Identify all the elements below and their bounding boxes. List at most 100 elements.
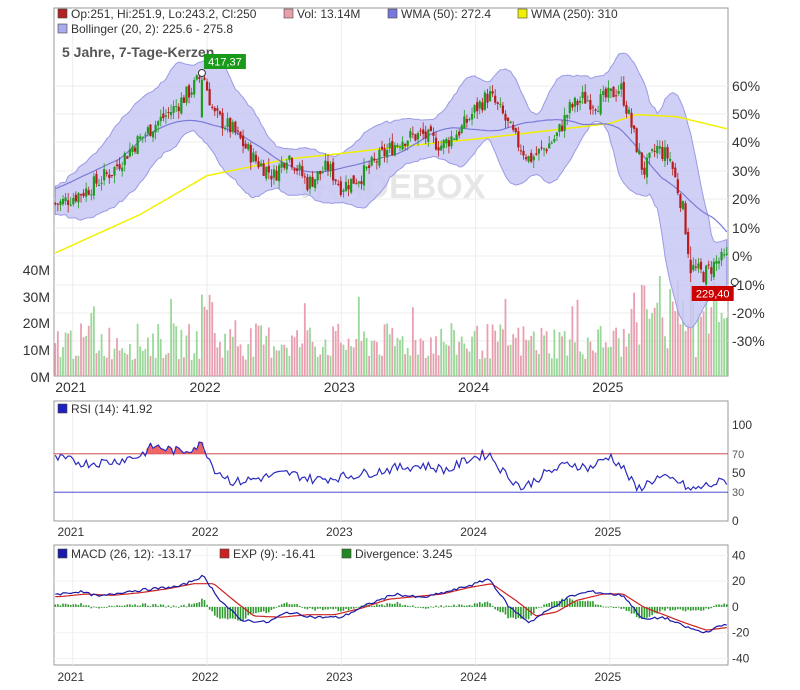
candle-body (404, 143, 407, 146)
rsi-overbought-fill (187, 452, 191, 454)
divergence-bar (532, 606, 535, 614)
divergence-bar (692, 606, 695, 611)
volume-bar (275, 350, 278, 376)
volume-axis-tick: 20M (23, 315, 50, 331)
candle-body (252, 152, 255, 162)
divergence-bar (213, 606, 216, 616)
rsi-overbought-fill (146, 448, 150, 454)
candle-body (620, 83, 623, 90)
volume-bar (103, 355, 106, 376)
candle-body (651, 149, 654, 151)
volume-bar (381, 355, 383, 376)
candle-body (370, 157, 373, 166)
candle-body (115, 164, 119, 167)
candle-body (573, 97, 577, 107)
macd-legend-swatch (219, 548, 230, 559)
divergence-bar (473, 603, 476, 607)
volume-bar (442, 341, 445, 376)
divergence-bar (172, 605, 175, 607)
divergence-bar (54, 604, 57, 607)
divergence-bar (304, 606, 306, 609)
divergence-bar (478, 602, 481, 607)
candle-body (661, 147, 664, 159)
candle-body (203, 77, 206, 80)
volume-bar (478, 359, 481, 376)
divergence-bar (219, 606, 221, 619)
macd-signal-line (55, 583, 727, 631)
candle-body (578, 100, 582, 103)
macd-line (55, 574, 727, 634)
divergence-bar (141, 603, 144, 607)
price-axis-right-tick: -10% (732, 277, 765, 293)
volume-bar (411, 307, 414, 376)
candle-body (612, 86, 615, 98)
candle-body (283, 163, 286, 168)
volume-bar (540, 327, 543, 376)
candle-body (308, 176, 312, 189)
candle-body (470, 113, 474, 120)
divergence-bar (409, 606, 412, 607)
divergence-bar (432, 606, 435, 608)
divergence-bar (319, 606, 322, 609)
volume-bar (718, 322, 720, 376)
candle-body (339, 181, 342, 195)
candle-body (522, 150, 525, 156)
price-legend-swatch (387, 8, 398, 19)
divergence-bar (270, 606, 273, 610)
rsi-overbought-fill (154, 446, 158, 454)
candle-body (126, 156, 129, 159)
divergence-bar (666, 606, 669, 609)
candle-body (211, 106, 214, 108)
candle-body (180, 97, 183, 114)
volume-bar (656, 302, 659, 376)
divergence-bar (82, 605, 85, 607)
candle-body (290, 157, 294, 168)
divergence-bar (327, 606, 329, 610)
macd-panel: MACD (26, 12): -13.17 EXP (9): -16.41 Dive… (53, 544, 750, 684)
candle-body (247, 144, 250, 150)
volume-bar (393, 346, 396, 376)
volume-bar (496, 341, 499, 376)
divergence-bar (177, 606, 180, 608)
divergence-bar (262, 606, 265, 612)
candle-body (571, 103, 574, 108)
rsi-overbought-fill (159, 448, 163, 454)
divergence-bar (342, 606, 345, 611)
volume-bar (429, 337, 432, 376)
divergence-bar (100, 606, 103, 608)
divergence-bar (615, 606, 617, 608)
divergence-bar (653, 606, 656, 613)
divergence-bar (563, 600, 566, 607)
volume-bar (712, 281, 715, 376)
volume-bar (226, 350, 229, 376)
volume-bar (509, 344, 512, 376)
volume-bar (383, 324, 386, 376)
candle-body (128, 149, 131, 157)
divergence-bar (139, 605, 141, 607)
rsi-x-tick: 2021 (57, 525, 84, 539)
divergence-bar (190, 604, 193, 607)
candle-body (208, 89, 211, 106)
volume-bar (638, 344, 641, 376)
high-label-box (203, 54, 246, 69)
candle-body (591, 106, 595, 108)
candle-body (635, 128, 638, 153)
volume-bar (597, 329, 599, 376)
divergence-bar (216, 606, 219, 618)
divergence-bar (118, 605, 121, 607)
candle-body (419, 130, 422, 132)
divergence-bar (67, 604, 69, 607)
volume-bar (311, 341, 314, 376)
candle-body (684, 203, 687, 235)
volume-bar (473, 330, 476, 376)
volume-bar (710, 307, 713, 376)
rsi-overbought-fill (164, 450, 168, 454)
price-panel: TRADEBOX Op:251, Hi:251.9, Lo:243.2, Cl:… (23, 7, 765, 395)
candle-body (342, 190, 345, 192)
divergence-bar (695, 606, 697, 611)
volume-bar (321, 346, 324, 376)
candle-body (85, 188, 88, 197)
rsi-level-label: 70 (732, 449, 744, 461)
volume-bar (700, 316, 702, 376)
volume-bar (298, 347, 301, 376)
